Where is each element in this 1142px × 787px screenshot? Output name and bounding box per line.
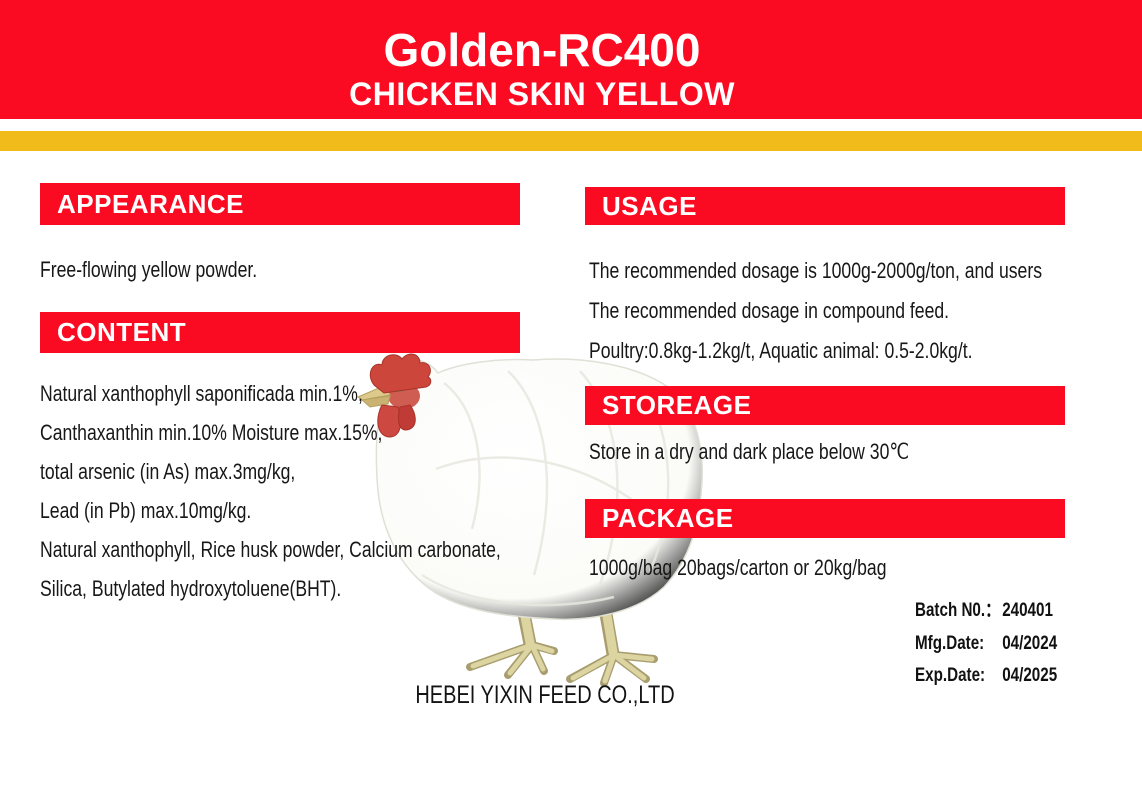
product-subtitle: CHICKEN SKIN YELLOW — [349, 76, 735, 112]
text-line: Canthaxanthin min.10% Moisture max.15%, — [40, 420, 383, 445]
batch-row: Batch N0.：240401 — [915, 595, 1057, 628]
text-line: Natural xanthophyll saponificada min.1%, — [40, 381, 363, 406]
header-banner: Golden-RC400 CHICKEN SKIN YELLOW — [0, 0, 1142, 119]
batch-label: Batch N0.： — [915, 600, 1001, 621]
section-banner-package: PACKAGE — [585, 499, 1065, 538]
storeage-text: Store in a dry and dark place below 30℃ — [589, 439, 909, 465]
section-heading: APPEARANCE — [57, 188, 245, 219]
appearance-text: Free-flowing yellow powder. — [40, 257, 257, 283]
section-heading: CONTENT — [57, 317, 187, 347]
section-banner-appearance: APPEARANCE — [40, 183, 520, 225]
text-line: Lead (in Pb) max.10mg/kg. — [40, 498, 252, 523]
section-banner-usage: USAGE — [585, 187, 1065, 225]
section-heading: STOREAGE — [602, 390, 752, 420]
section-heading: USAGE — [602, 190, 697, 221]
mfg-date-value: 04/2024 — [1002, 632, 1058, 654]
section-banner-storeage: STOREAGE — [585, 386, 1065, 425]
batch-row: Exp.Date: 04/2025 — [915, 660, 1057, 693]
text-line: total arsenic (in As) max.3mg/kg, — [40, 459, 296, 484]
exp-date-label: Exp.Date: — [915, 665, 986, 686]
text-line: Free-flowing yellow powder. — [40, 257, 258, 282]
text-line: Natural xanthophyll, Rice husk powder, C… — [40, 537, 501, 562]
text-line: The recommended dosage is 1000g-2000g/to… — [589, 258, 1043, 283]
batch-value: 240401 — [1002, 600, 1053, 621]
text-line: 1000g/bag 20bags/carton or 20kg/bag — [589, 555, 887, 580]
text-line: The recommended dosage in compound feed. — [589, 298, 950, 323]
text-line: Silica, Butylated hydroxytoluene(BHT). — [40, 576, 342, 601]
text-line: Poultry:0.8kg-1.2kg/t, Aquatic animal: 0… — [589, 338, 973, 363]
gold-stripe — [0, 131, 1142, 151]
text-line: Store in a dry and dark place below 30℃ — [589, 439, 910, 464]
usage-text: The recommended dosage is 1000g-2000g/to… — [589, 251, 1042, 371]
product-title: Golden-RC400 — [383, 24, 701, 76]
exp-date-value: 04/2025 — [1002, 665, 1058, 686]
mfg-date-label: Mfg.Date: — [915, 632, 985, 654]
batch-row: Mfg.Date: 04/2024 — [915, 628, 1057, 661]
section-heading: PACKAGE — [602, 503, 734, 533]
batch-info: Batch N0.：240401 Mfg.Date: 04/2024 Exp.Da… — [915, 595, 1057, 693]
content-text: Natural xanthophyll saponificada min.1%,… — [40, 374, 501, 608]
package-text: 1000g/bag 20bags/carton or 20kg/bag — [589, 555, 886, 581]
company-name: HEBEI YIXIN FEED CO.,LTD — [415, 681, 675, 709]
section-banner-content: CONTENT — [40, 312, 520, 353]
